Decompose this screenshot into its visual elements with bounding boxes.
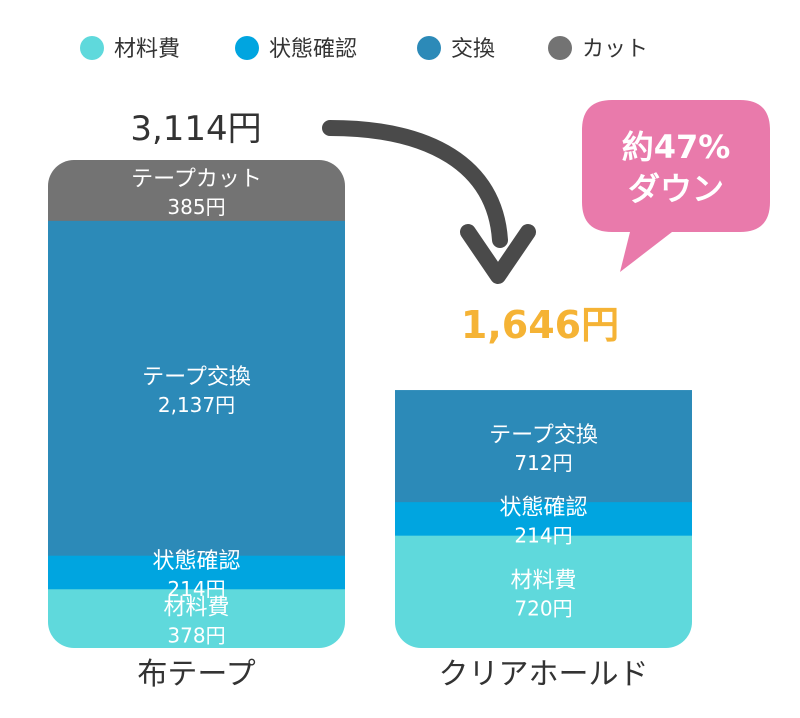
category-label-1: クリアホールド (439, 657, 649, 692)
segment-value-1-2: 712円 (514, 451, 572, 475)
bar-segment-1-2 (395, 390, 692, 503)
totals: 3,114円 1,646円 (130, 109, 619, 347)
segment-name-0-1: 状態確認 (152, 549, 240, 574)
callout-line-1: 約47% (622, 128, 731, 166)
total-label-0: 3,114円 (130, 109, 261, 149)
legend-label-3: カット (582, 37, 648, 62)
callout-shape (582, 100, 770, 272)
bar-segment-0-0 (48, 588, 345, 648)
legend-label-2: 交換 (451, 37, 495, 62)
bar-0 (48, 160, 345, 648)
reduction-arrow (322, 120, 536, 284)
arrow-curve (322, 120, 508, 248)
legend-marker-3 (548, 36, 572, 60)
bar-segment-1-1 (395, 501, 692, 536)
segment-name-0-0: 材料費 (163, 595, 229, 620)
legend-marker-2 (417, 36, 441, 60)
category-labels: 布テープ クリアホールド (137, 657, 648, 692)
legend-label-1: 状態確認 (269, 37, 357, 62)
segment-name-1-1: 状態確認 (499, 495, 587, 520)
segment-value-1-0: 720円 (514, 597, 572, 621)
legend-marker-1 (235, 36, 259, 60)
callout-bubble: 約47% ダウン (582, 100, 770, 272)
segment-name-0-3: テープカット (131, 167, 262, 192)
arrow-head (460, 224, 536, 284)
bar-labels-0: 材料費 378円 状態確認 214円 テープ交換 2,137円 テープカット 385円 (131, 167, 262, 647)
legend-marker-0 (80, 36, 104, 60)
segment-value-0-2: 2,137円 (158, 393, 235, 417)
segment-name-1-0: 材料費 (510, 569, 576, 594)
callout-line-2: ダウン (628, 170, 724, 208)
bar-segment-0-2 (48, 220, 345, 556)
segment-value-1-1: 214円 (514, 523, 572, 547)
segment-value-0-0: 378円 (167, 623, 225, 647)
bar-1 (395, 390, 692, 648)
segment-value-0-3: 385円 (167, 195, 225, 219)
segment-value-0-1: 214円 (167, 577, 225, 601)
bar-segment-1-0 (395, 535, 692, 648)
segment-name-1-2: テープ交換 (489, 423, 598, 448)
category-label-0: 布テープ (137, 657, 255, 692)
legend-label-0: 材料費 (114, 37, 180, 62)
segment-name-0-2: テープ交換 (142, 365, 251, 390)
bar-labels-1: 材料費 720円 状態確認 214円 テープ交換 712円 (489, 423, 598, 621)
total-label-1: 1,646円 (461, 303, 619, 347)
bar-segment-0-1 (48, 555, 345, 590)
bar-segment-0-3 (48, 160, 345, 221)
legend: 材料費 状態確認 交換 カット (80, 36, 648, 62)
